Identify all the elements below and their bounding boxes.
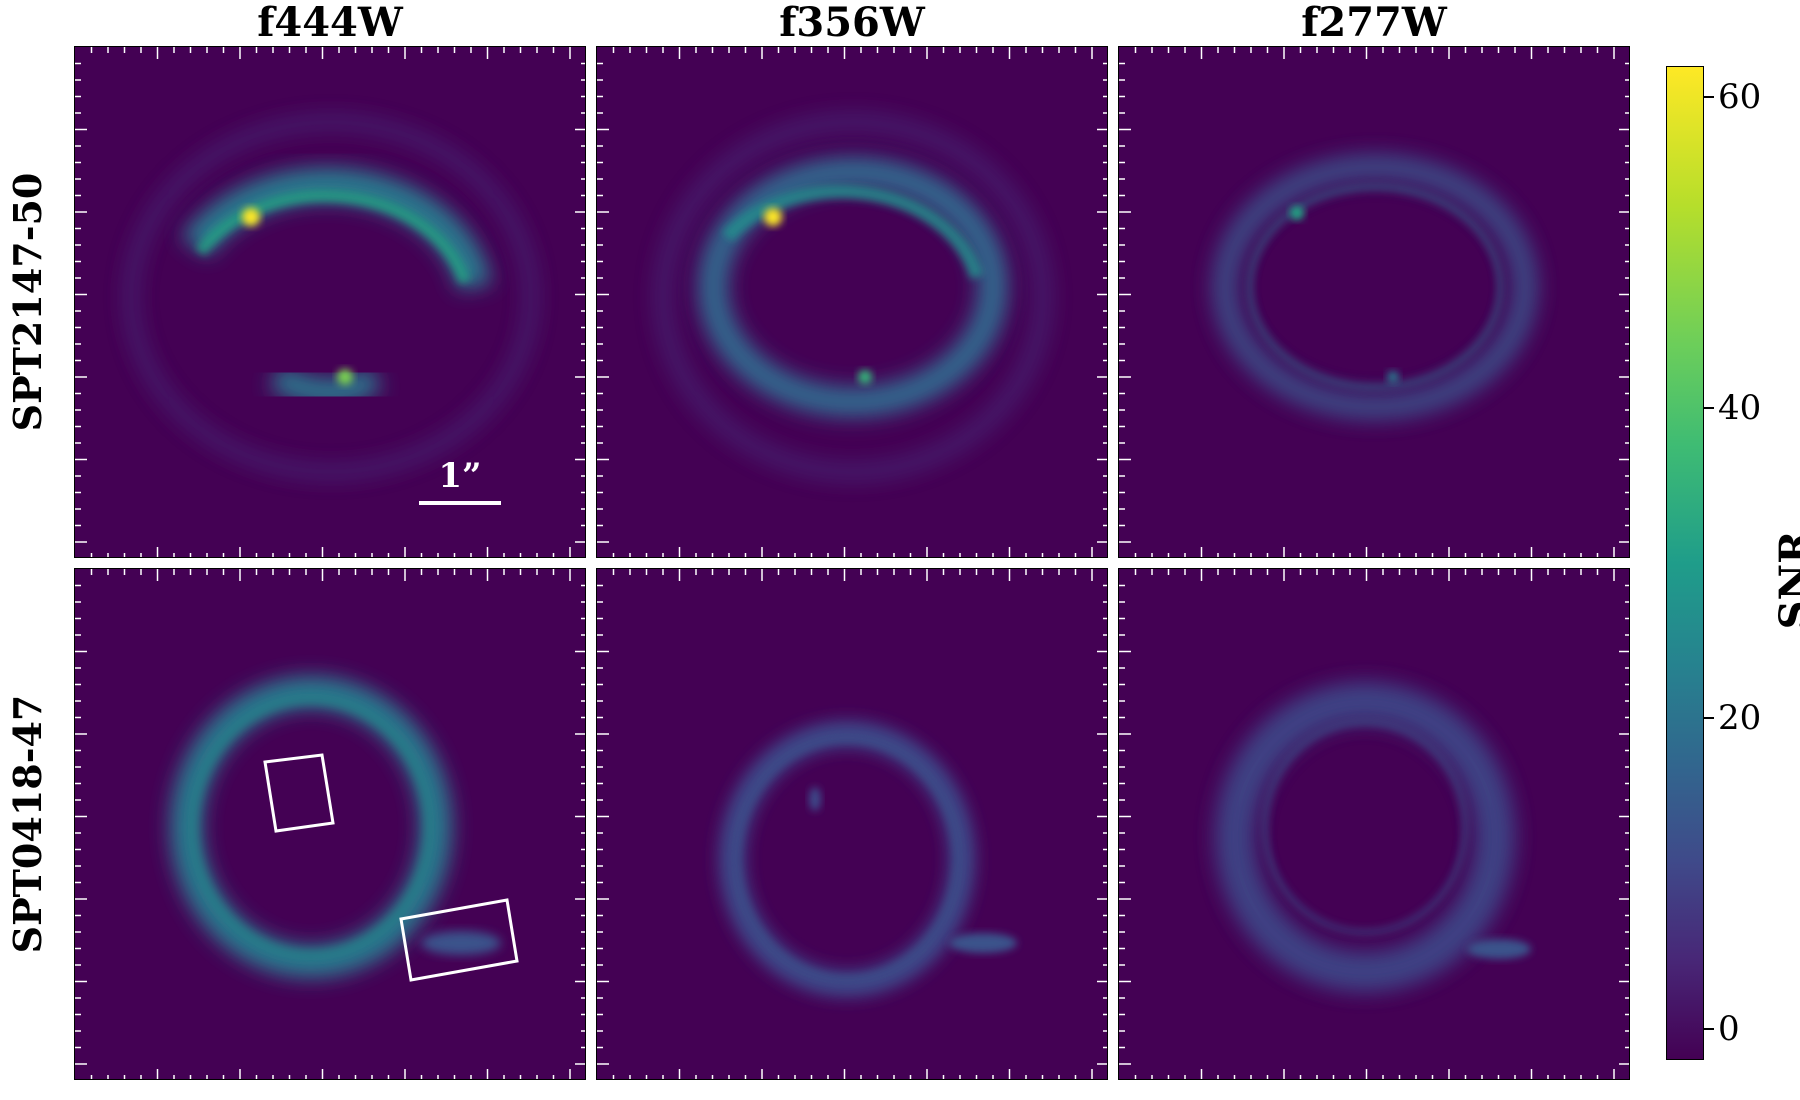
panel-ticks xyxy=(1119,569,1629,1079)
colorbar xyxy=(1666,66,1704,1060)
lens-image-spt0418-47-f356w xyxy=(597,569,1107,1079)
highlight-box-outer xyxy=(399,898,519,982)
scale-bar-label: 1” xyxy=(438,456,481,496)
colorbar-tick-label: 20 xyxy=(1718,698,1762,739)
panel-ticks xyxy=(597,569,1107,1079)
row-label-spt2147-50: SPT2147-50 xyxy=(5,172,50,432)
colorbar-tick-label: 40 xyxy=(1718,387,1762,428)
colorbar-tick xyxy=(1704,1027,1714,1030)
colorbar-tick-label: 60 xyxy=(1718,77,1762,118)
lens-image-spt0418-47-f444w xyxy=(75,569,585,1079)
row-label-spt0418-47: SPT0418-47 xyxy=(5,694,50,954)
panel-spt2147-50-f444w: 1” xyxy=(74,46,586,558)
colorbar-tick-label: 0 xyxy=(1718,1008,1740,1049)
highlight-box-inner xyxy=(263,753,335,833)
column-title-f277w: f277W xyxy=(1301,0,1447,46)
panel-spt0418-47-f356w xyxy=(596,568,1108,1080)
panel-spt0418-47-f277w xyxy=(1118,568,1630,1080)
colorbar-title: SNR xyxy=(1771,530,1800,630)
colorbar-tick xyxy=(1704,717,1714,720)
panel-spt2147-50-f356w xyxy=(596,46,1108,558)
lens-image-spt0418-47-f277w xyxy=(1119,569,1629,1079)
panel-spt2147-50-f277w xyxy=(1118,46,1630,558)
column-title-f356w: f356W xyxy=(779,0,925,46)
panel-ticks xyxy=(75,47,585,557)
panel-ticks xyxy=(597,47,1107,557)
lens-image-spt2147-50-f444w: 1” xyxy=(75,47,585,557)
lens-image-spt2147-50-f356w xyxy=(597,47,1107,557)
colorbar-tick xyxy=(1704,96,1714,99)
panel-ticks xyxy=(1119,47,1629,557)
colorbar-tick xyxy=(1704,406,1714,409)
panel-spt0418-47-f444w xyxy=(74,568,586,1080)
lens-image-spt2147-50-f277w xyxy=(1119,47,1629,557)
panel-ticks xyxy=(75,569,585,1079)
column-title-f444w: f444W xyxy=(257,0,403,46)
